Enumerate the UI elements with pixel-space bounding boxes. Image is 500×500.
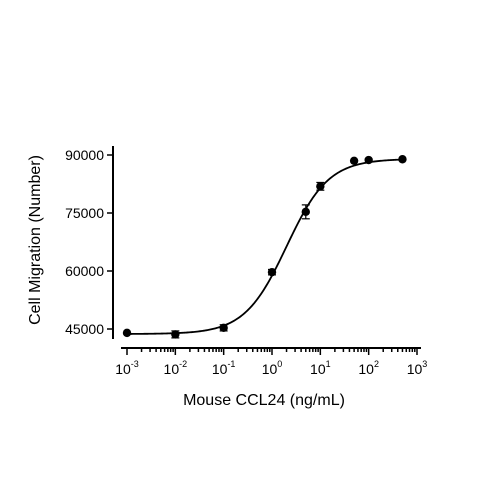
x-tick-label: 100: [262, 359, 283, 377]
data-point: [398, 155, 407, 164]
y-axis-title: Cell Migration (Number): [27, 155, 44, 325]
y-ticks: 45000 60000 75000 90000: [65, 147, 113, 337]
x-tick-label-exponent: -2: [179, 359, 187, 369]
data-point: [267, 267, 277, 277]
y-tick-label: 75000: [65, 205, 104, 221]
x-tick-label-base: 10: [358, 361, 374, 377]
x-tick-label-exponent: -1: [227, 359, 235, 369]
data-point: [122, 328, 132, 338]
x-tick-label: 101: [310, 359, 331, 377]
x-tick-label-base: 10: [407, 361, 423, 377]
x-tick-label-base: 10: [212, 361, 228, 377]
data-point: [301, 207, 310, 217]
x-tick-label: 10-3: [115, 359, 139, 377]
x-tick-label-exponent: 1: [326, 359, 331, 369]
data-points: [122, 155, 407, 339]
x-tick-label-exponent: -3: [131, 359, 139, 369]
y-tick-label: 60000: [65, 263, 104, 279]
x-tick-label-exponent: 2: [374, 359, 379, 369]
x-tick-label: 10-1: [212, 359, 236, 377]
data-point: [364, 155, 373, 165]
x-tick-label-base: 10: [115, 361, 131, 377]
error-bars: [171, 181, 325, 339]
fit-curve: [126, 158, 403, 335]
data-point: [219, 323, 228, 333]
x-tick-label-base: 10: [310, 361, 326, 377]
y-tick-label: 90000: [65, 147, 104, 163]
x-tick-label-base: 10: [262, 361, 278, 377]
x-tick-label-exponent: 3: [422, 359, 427, 369]
x-ticks: 10-3 10-2 10-1 100 101 102 103: [115, 348, 427, 377]
x-tick-label: 103: [407, 359, 428, 377]
x-minor-ticks: [140, 348, 416, 352]
x-tick-label-exponent: 0: [277, 359, 282, 369]
data-point: [316, 182, 325, 191]
x-tick-label: 10-2: [164, 359, 188, 377]
x-tick-label: 102: [358, 359, 379, 377]
x-axis-title: Mouse CCL24 (ng/mL): [183, 392, 345, 409]
x-tick-label-base: 10: [164, 361, 180, 377]
data-point: [349, 156, 359, 165]
y-tick-label: 45000: [65, 321, 104, 337]
data-point: [171, 330, 180, 339]
